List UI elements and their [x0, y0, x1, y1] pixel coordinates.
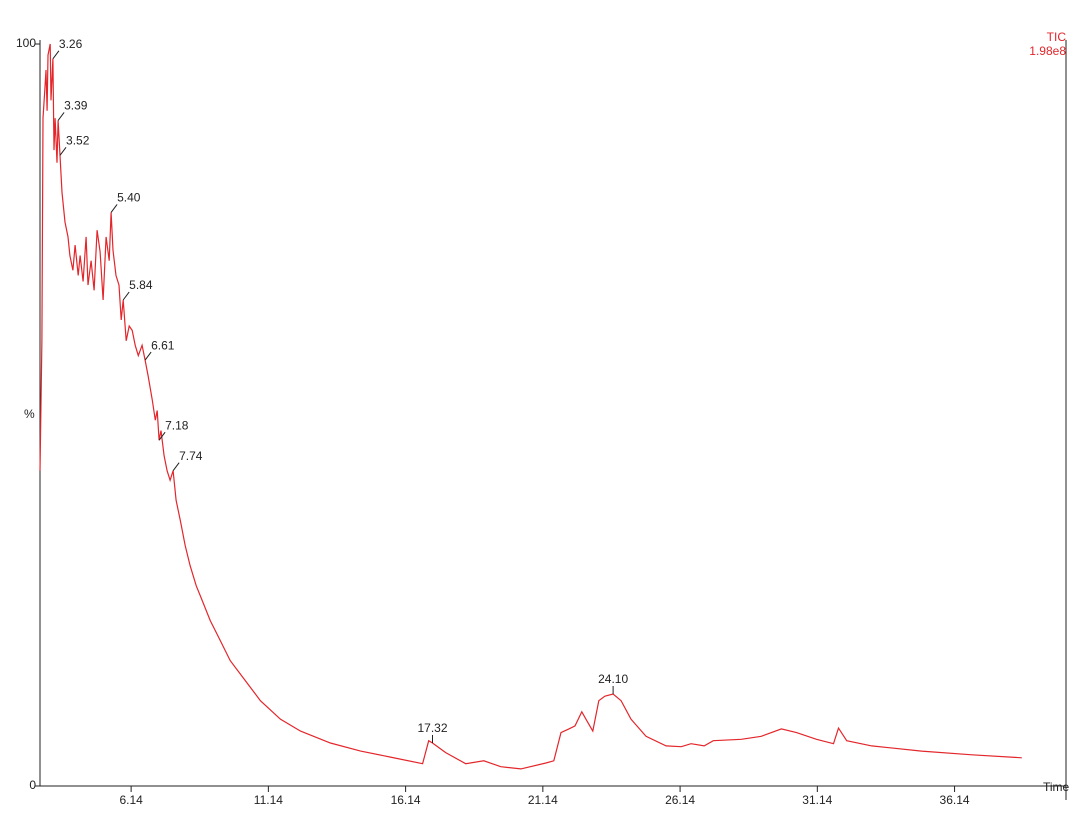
peak-label: 17.32 [417, 721, 447, 735]
peak-label: 3.52 [66, 133, 90, 147]
peak-leader [59, 147, 67, 156]
x-tick-label: 31.14 [802, 793, 832, 807]
peak-label: 5.40 [117, 191, 141, 205]
peak-leader [122, 291, 130, 301]
peak-label: 3.26 [59, 37, 83, 51]
peak-label: 5.84 [129, 278, 153, 292]
y-axis-label: % [24, 407, 35, 421]
y-tick-label: 100 [16, 36, 36, 50]
peak-label: 24.10 [598, 672, 628, 686]
x-tick-label: 36.14 [940, 793, 970, 807]
x-axis-label: Time [1043, 780, 1070, 794]
x-tick-label: 21.14 [528, 793, 558, 807]
x-tick-label: 16.14 [391, 793, 421, 807]
series-label: TIC [1047, 30, 1067, 44]
peak-leader [57, 112, 65, 121]
y-tick-label: 0 [29, 778, 36, 792]
peak-label: 7.18 [165, 418, 189, 432]
peak-leader [158, 431, 166, 441]
peak-label: 3.39 [64, 99, 88, 113]
peak-label: 7.74 [179, 449, 203, 463]
x-tick-label: 6.14 [119, 793, 143, 807]
x-tick-label: 11.14 [254, 793, 283, 807]
peak-leader [110, 204, 118, 213]
peak-label: 6.61 [151, 338, 175, 352]
peak-leader [172, 462, 180, 471]
scale-label: 1.98e8 [1029, 44, 1066, 58]
x-tick-label: 26.14 [665, 793, 695, 807]
peak-leader [52, 50, 60, 60]
trace-line [39, 43, 1022, 770]
peak-leader [144, 351, 152, 361]
